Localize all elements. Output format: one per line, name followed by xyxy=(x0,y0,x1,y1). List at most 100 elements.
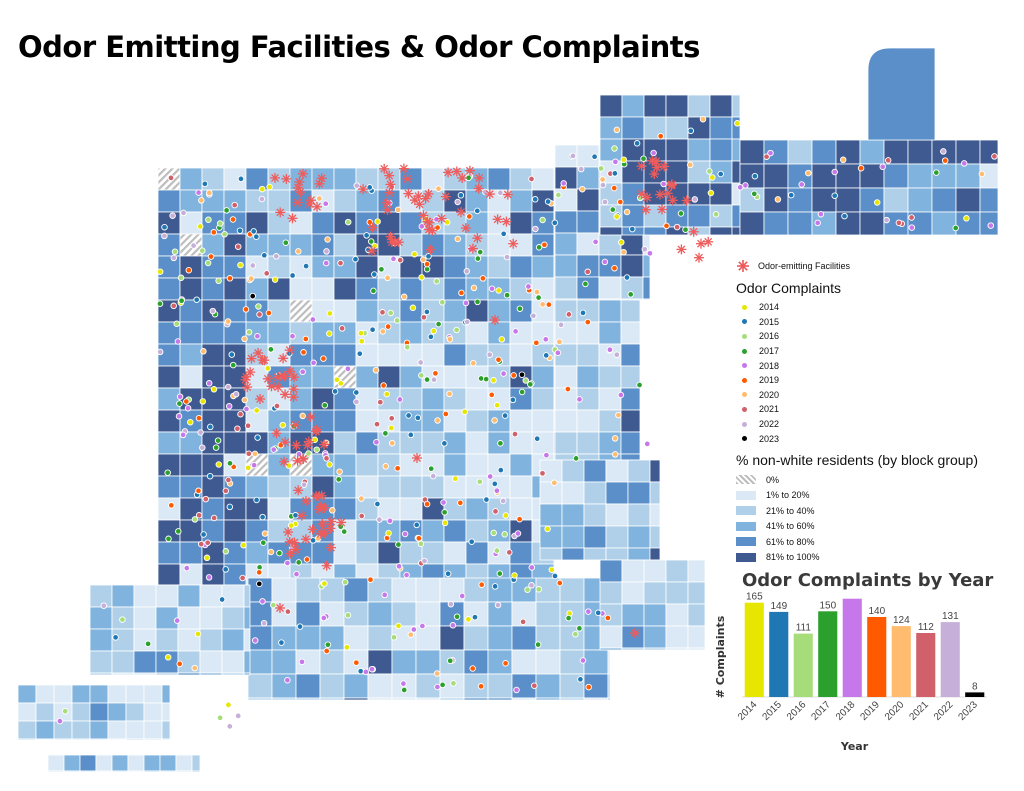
complaint-marker xyxy=(534,641,542,648)
block-group xyxy=(643,603,667,627)
complaint-marker xyxy=(514,530,522,537)
facility-marker xyxy=(285,366,296,377)
complaint-marker xyxy=(706,168,713,175)
block-group xyxy=(576,409,600,433)
complaint-marker xyxy=(541,241,548,249)
pct-swatch-icon xyxy=(736,506,756,516)
complaint-marker xyxy=(543,451,550,459)
complaint-marker xyxy=(273,253,280,260)
block-group xyxy=(161,702,171,722)
x-tick-label: 2015 xyxy=(760,699,784,723)
complaint-marker xyxy=(185,266,193,274)
block-group xyxy=(620,254,644,278)
complaint-marker xyxy=(395,563,403,570)
complaint-marker xyxy=(323,647,330,655)
block-group xyxy=(787,187,813,213)
block-group xyxy=(561,459,585,483)
facility-marker xyxy=(367,222,378,233)
complaint-marker xyxy=(385,529,392,537)
block-group xyxy=(157,387,181,411)
block-group xyxy=(319,625,345,651)
complaint-marker xyxy=(241,396,249,404)
block-group xyxy=(535,673,561,699)
complaint-marker xyxy=(462,299,470,307)
block-group xyxy=(643,559,667,583)
block-group xyxy=(367,625,393,651)
complaint-marker xyxy=(533,435,541,442)
complaint-marker xyxy=(411,250,418,258)
facility-marker xyxy=(294,176,305,187)
complaint-marker xyxy=(284,608,292,615)
complaint-marker xyxy=(516,305,524,312)
complaint-marker xyxy=(183,564,191,572)
block-group xyxy=(133,606,157,630)
block-group xyxy=(107,702,127,722)
block-group xyxy=(367,697,393,701)
block-group xyxy=(295,577,321,603)
block-group xyxy=(665,625,689,649)
block-group xyxy=(731,204,741,228)
block-group xyxy=(531,431,555,455)
block-group xyxy=(289,299,313,323)
facility-legend-item: Odor-emitting Facilities xyxy=(736,258,1021,274)
complaint-marker xyxy=(176,393,184,400)
pct-legend-label: 61% to 80% xyxy=(766,536,815,547)
block-group xyxy=(463,649,489,675)
complaint-marker xyxy=(261,530,269,537)
complaint-marker xyxy=(381,591,388,599)
block-group xyxy=(465,453,489,477)
complaint-marker xyxy=(440,499,447,506)
complaint-marker xyxy=(204,539,211,546)
complaint-marker xyxy=(579,185,586,193)
complaint-marker xyxy=(627,291,634,298)
complaint-marker xyxy=(259,598,266,605)
complaint-marker xyxy=(483,496,490,503)
complaint-marker xyxy=(644,440,651,448)
facility-marker xyxy=(464,165,475,176)
facility-marker xyxy=(659,161,670,172)
complaint-marker xyxy=(251,450,259,458)
complaint-marker xyxy=(259,513,266,521)
bar-2014 xyxy=(744,602,764,697)
block-group xyxy=(554,299,578,323)
complaint-marker xyxy=(303,556,311,563)
bar-2019 xyxy=(867,617,887,697)
complaint-marker xyxy=(617,198,624,206)
complaint-marker xyxy=(226,723,234,730)
block-group xyxy=(511,649,537,675)
bar-value-label: 165 xyxy=(746,592,763,603)
complaint-marker xyxy=(263,270,270,277)
x-axis-label: Year xyxy=(840,740,869,753)
complaint-marker xyxy=(407,631,415,638)
complaint-marker xyxy=(119,616,126,623)
complaint-marker xyxy=(250,461,258,469)
block-group xyxy=(620,299,641,323)
complaint-marker xyxy=(458,289,465,297)
year-legend-item: 2018 xyxy=(736,358,1021,373)
block-group xyxy=(399,409,423,433)
complaint-marker xyxy=(380,382,387,389)
complaint-marker xyxy=(179,431,187,439)
complaint-marker xyxy=(215,277,222,285)
block-group xyxy=(642,254,651,278)
complaint-marker xyxy=(486,351,493,358)
complaint-marker xyxy=(376,516,383,523)
facility-marker xyxy=(696,238,706,249)
block-group xyxy=(607,673,611,699)
block-group xyxy=(554,431,578,455)
complaint-marker xyxy=(170,254,178,262)
block-group xyxy=(421,519,445,543)
complaint-marker xyxy=(321,402,329,409)
facility-marker xyxy=(379,163,390,174)
complaint-marker xyxy=(387,309,394,317)
block-group xyxy=(311,365,335,389)
block-group xyxy=(539,525,563,549)
complaint-marker xyxy=(161,232,168,240)
complaint-marker xyxy=(839,156,847,164)
block-group xyxy=(509,343,533,367)
block-group xyxy=(311,255,335,279)
complaint-marker xyxy=(199,247,206,254)
block-group xyxy=(443,365,467,389)
block-group xyxy=(463,673,489,699)
complaint-marker xyxy=(374,218,381,225)
